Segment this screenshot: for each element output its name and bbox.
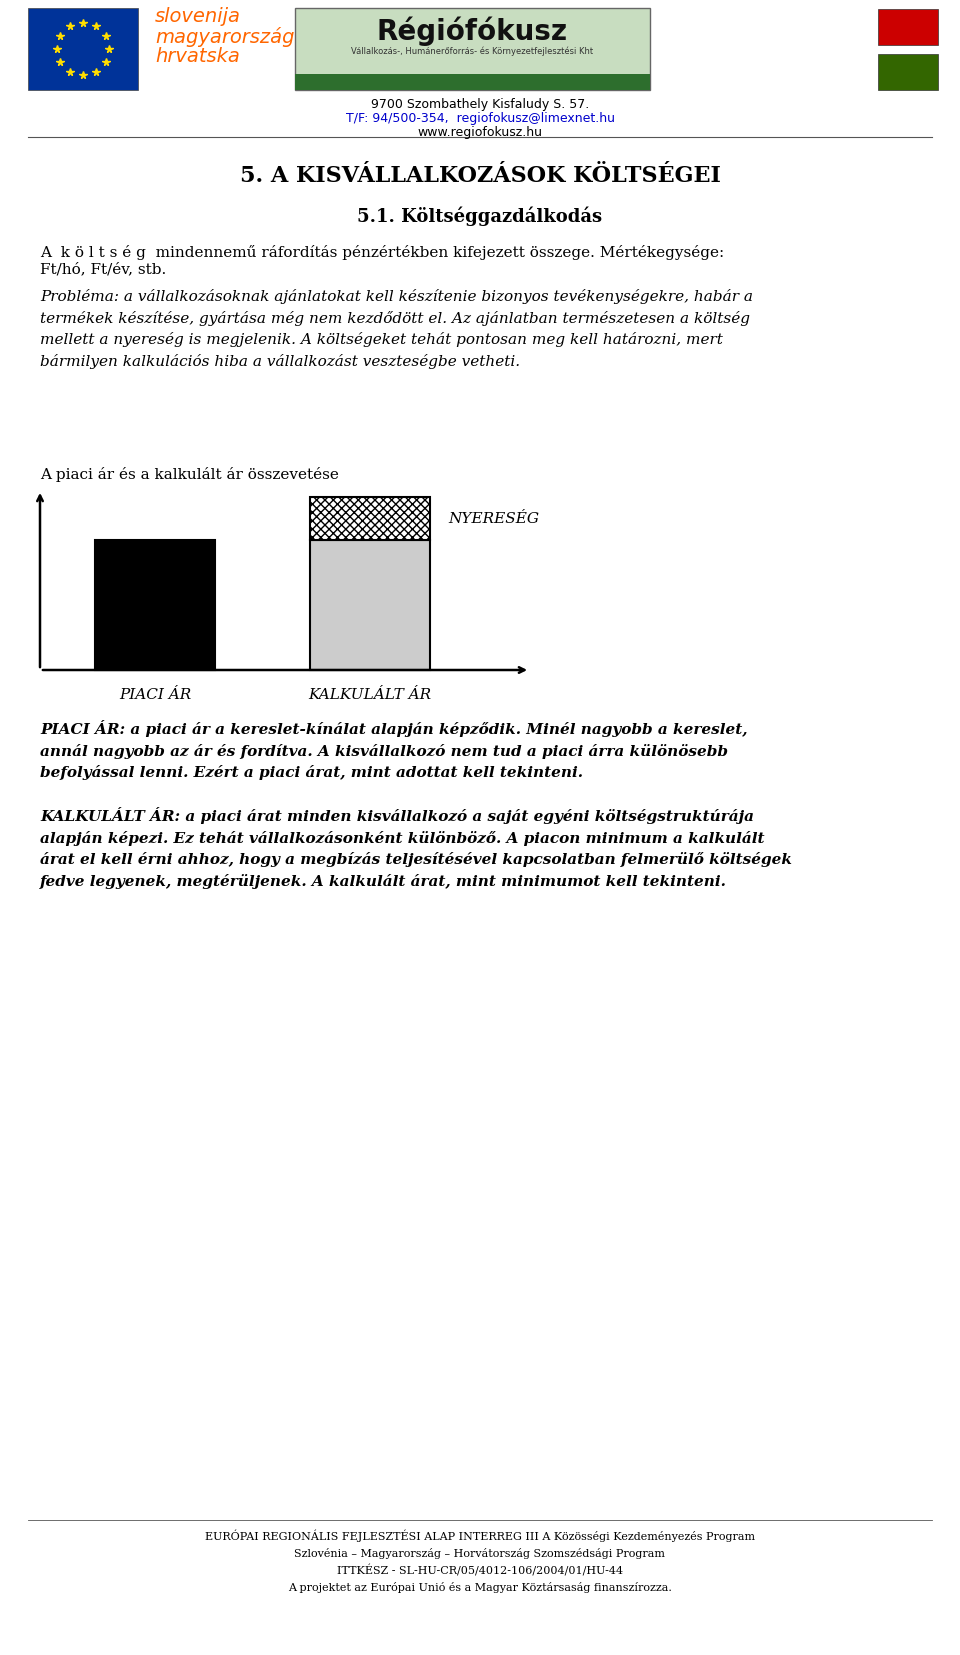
Text: PIACI ÁR: PIACI ÁR [119, 688, 191, 702]
Text: KALKULÁLT ÁR: a piaci árat minden kisvállalkozó a saját egyéni költségstruktúráj: KALKULÁLT ÁR: a piaci árat minden kisvál… [40, 808, 792, 889]
Text: slovenija: slovenija [155, 7, 241, 26]
Bar [95, 541, 215, 670]
Text: 5. A KISVÁLLALKOZÁSOK KÖLTSÉGEI: 5. A KISVÁLLALKOZÁSOK KÖLTSÉGEI [240, 166, 720, 187]
Bar [878, 8, 938, 45]
Text: EURÓPAI REGIONÁLIS FEJLESZTÉSI ALAP INTERREG III A Közösségi Kezdeményezés Progr: EURÓPAI REGIONÁLIS FEJLESZTÉSI ALAP INTE… [204, 1529, 756, 1594]
Text: hrvatska: hrvatska [155, 46, 240, 66]
Text: Ft/hó, Ft/év, stb.: Ft/hó, Ft/év, stb. [40, 261, 166, 276]
Bar [310, 541, 430, 670]
Text: magyarország: magyarország [155, 26, 295, 46]
Text: T/F: 94/500-354,  regiofokusz@limexnet.hu: T/F: 94/500-354, regiofokusz@limexnet.hu [346, 113, 614, 126]
Bar [310, 496, 430, 541]
Text: A  k ö l t s é g  mindennemű ráfordítás pénzértékben kifejezett összege. Mértéke: A k ö l t s é g mindennemű ráfordítás pé… [40, 245, 724, 260]
Bar [295, 8, 650, 89]
Text: KALKULÁLT ÁR: KALKULÁLT ÁR [308, 688, 432, 702]
Text: PIACI ÁR: a piaci ár a kereslet-kínálat alapján képződik. Minél nagyobb a keresl: PIACI ÁR: a piaci ár a kereslet-kínálat … [40, 720, 748, 780]
Text: A piaci ár és a kalkulált ár összevetése: A piaci ár és a kalkulált ár összevetése [40, 467, 339, 482]
Text: Vállalkozás-, Humánerőforrás- és Környezetfejlesztési Kht: Vállalkozás-, Humánerőforrás- és Környez… [351, 46, 593, 56]
Text: www.regiofokusz.hu: www.regiofokusz.hu [418, 126, 542, 139]
Bar [878, 55, 938, 89]
Text: 9700 Szombathely Kisfaludy S. 57.: 9700 Szombathely Kisfaludy S. 57. [371, 98, 589, 111]
Text: 5.1. Költséggazdálkodás: 5.1. Költséggazdálkodás [357, 207, 603, 227]
Text: NYERESÉG: NYERESÉG [448, 511, 539, 526]
Text: Probléma: a vállalkozásoknak ajánlatokat kell készítenie bizonyos tevékenységekr: Probléma: a vállalkozásoknak ajánlatokat… [40, 290, 753, 369]
Text: Régiófókusz: Régiófókusz [377, 17, 568, 45]
Bar [295, 74, 650, 89]
Bar [28, 8, 138, 89]
